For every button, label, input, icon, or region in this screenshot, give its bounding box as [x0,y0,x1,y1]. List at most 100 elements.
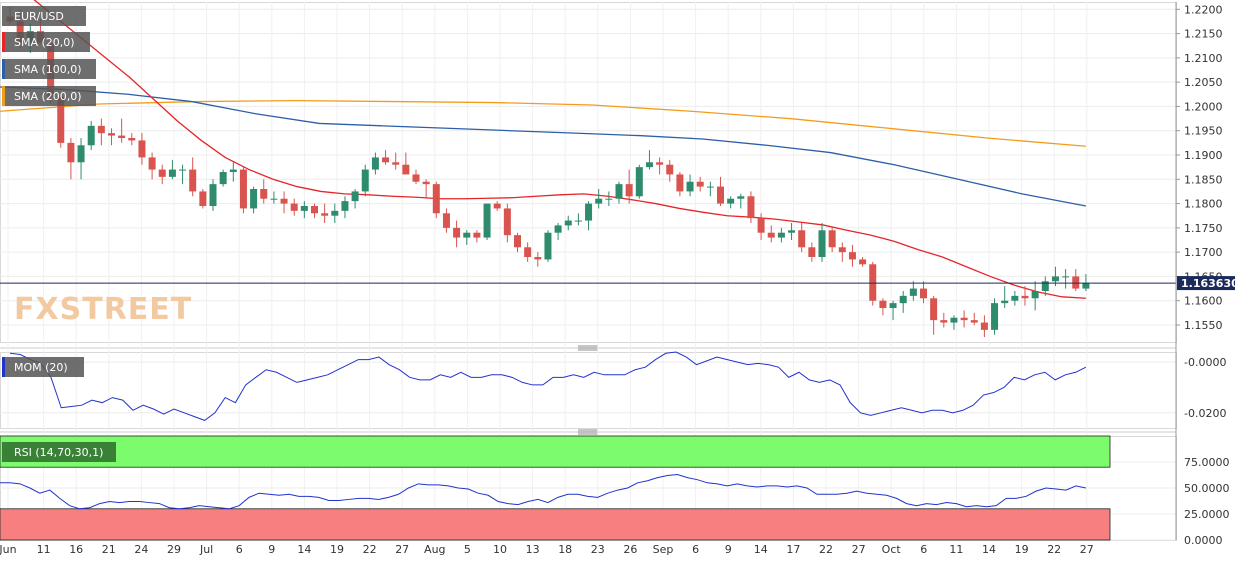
candle-body [625,184,633,197]
sma200-label: SMA (200,0) [14,90,82,103]
rsi-tick-label: 75.0000 [1184,456,1230,469]
price-panel [0,2,1177,343]
date-tick-label: 6 [236,543,243,556]
date-tick-label: 13 [526,543,540,556]
candle-body [199,191,207,206]
candle-body [382,157,390,163]
sma20-line [33,0,1086,299]
candle-body [645,162,653,168]
date-tick-label: 6 [692,543,699,556]
date-tick-label: 22 [363,543,377,556]
date-tick-label: Jun [0,543,17,556]
candle-body [270,198,278,200]
candle-body [402,164,410,175]
price-tick-label: 1.1950 [1184,125,1223,138]
candle-body [574,220,582,222]
rsi-label-badge [2,442,116,462]
candle-body [889,303,897,308]
price-tick-label: 1.2150 [1184,28,1223,41]
candle-body [686,181,694,192]
candle-body [1001,300,1009,304]
date-tick-label: 21 [102,543,116,556]
price-tick-label: 1.2100 [1184,52,1223,65]
candle-body [442,213,450,228]
candle-body [777,232,785,238]
price-tick-label: 1.1800 [1184,198,1223,211]
date-tick-label: Sep [653,543,674,556]
candle-body [514,235,521,248]
date-tick-label: 17 [786,543,800,556]
candle-body [473,232,481,238]
candle-body [656,162,664,165]
candle-body [1021,295,1029,299]
price-tick-label: 1.1850 [1184,173,1223,186]
watermark: FXSTREET [14,292,192,327]
candle-body [392,162,400,165]
sma200-line [0,99,1086,147]
candle-body [666,164,674,175]
candle-body [717,186,724,204]
candle-body [311,206,318,214]
candle-body [544,232,552,260]
sma200-label-badge [2,86,96,106]
candle-body [87,125,95,146]
rsi-tick-label: 0.0000 [1184,534,1223,547]
date-tick-label: 26 [623,543,637,556]
mom-label-color-swatch [2,357,5,377]
mom-tick-label: -0.0200 [1184,407,1226,420]
sma200-label-color-swatch [2,86,5,106]
date-tick-label: Jul [199,543,213,556]
rsi-overbought-zone [0,435,1111,468]
mom-label: MOM (20) [14,361,68,374]
candle-body [148,157,156,170]
candle-body [960,317,968,321]
candle-body [615,184,623,199]
candle-body [798,230,806,248]
candle-body [909,288,917,296]
candle-body [189,169,197,192]
date-tick-label: 9 [268,543,275,556]
candle-body [635,167,643,197]
candle-body [930,298,938,321]
date-tick-label: 11 [949,543,963,556]
price-tick-label: 1.1900 [1184,149,1223,162]
candle-body [453,227,461,238]
rsi-label: RSI (14,70,30,1) [14,446,103,459]
candle-body [1082,283,1090,289]
candle-body [859,259,867,265]
last-price-label: 1.163630 [1181,277,1239,290]
candle-body [321,213,329,216]
candle-body [605,198,613,200]
candle-body [280,198,288,204]
sma100-label-badge [2,59,96,79]
date-tick-label: 19 [330,543,344,556]
candle-body [412,174,420,182]
date-tick-label: 27 [395,543,409,556]
candle-body [920,288,927,299]
candle-body [168,169,176,177]
candle-body [676,174,684,192]
candle-body [980,322,988,330]
candle-body [503,208,511,236]
candle-body [1011,295,1019,301]
candle-body [788,230,796,233]
date-tick-label: 11 [37,543,51,556]
date-tick-label: 18 [558,543,572,556]
candle-body [67,142,75,163]
candle-body [585,203,593,221]
price-tick-label: 1.1550 [1184,319,1223,332]
candle-body [838,247,846,253]
candle-body [950,317,958,323]
price-tick-label: 1.1750 [1184,222,1223,235]
candle-body [767,232,775,238]
sma20-label: SMA (20,0) [14,36,75,49]
symbol-label-badge [2,6,86,26]
candle-body [848,252,856,260]
candle-body [158,169,166,177]
candle-body [808,247,816,257]
candle-body [869,264,877,301]
rsi-tick-label: 50.0000 [1184,482,1230,495]
candle-body [818,230,826,257]
candle-body [483,203,491,238]
